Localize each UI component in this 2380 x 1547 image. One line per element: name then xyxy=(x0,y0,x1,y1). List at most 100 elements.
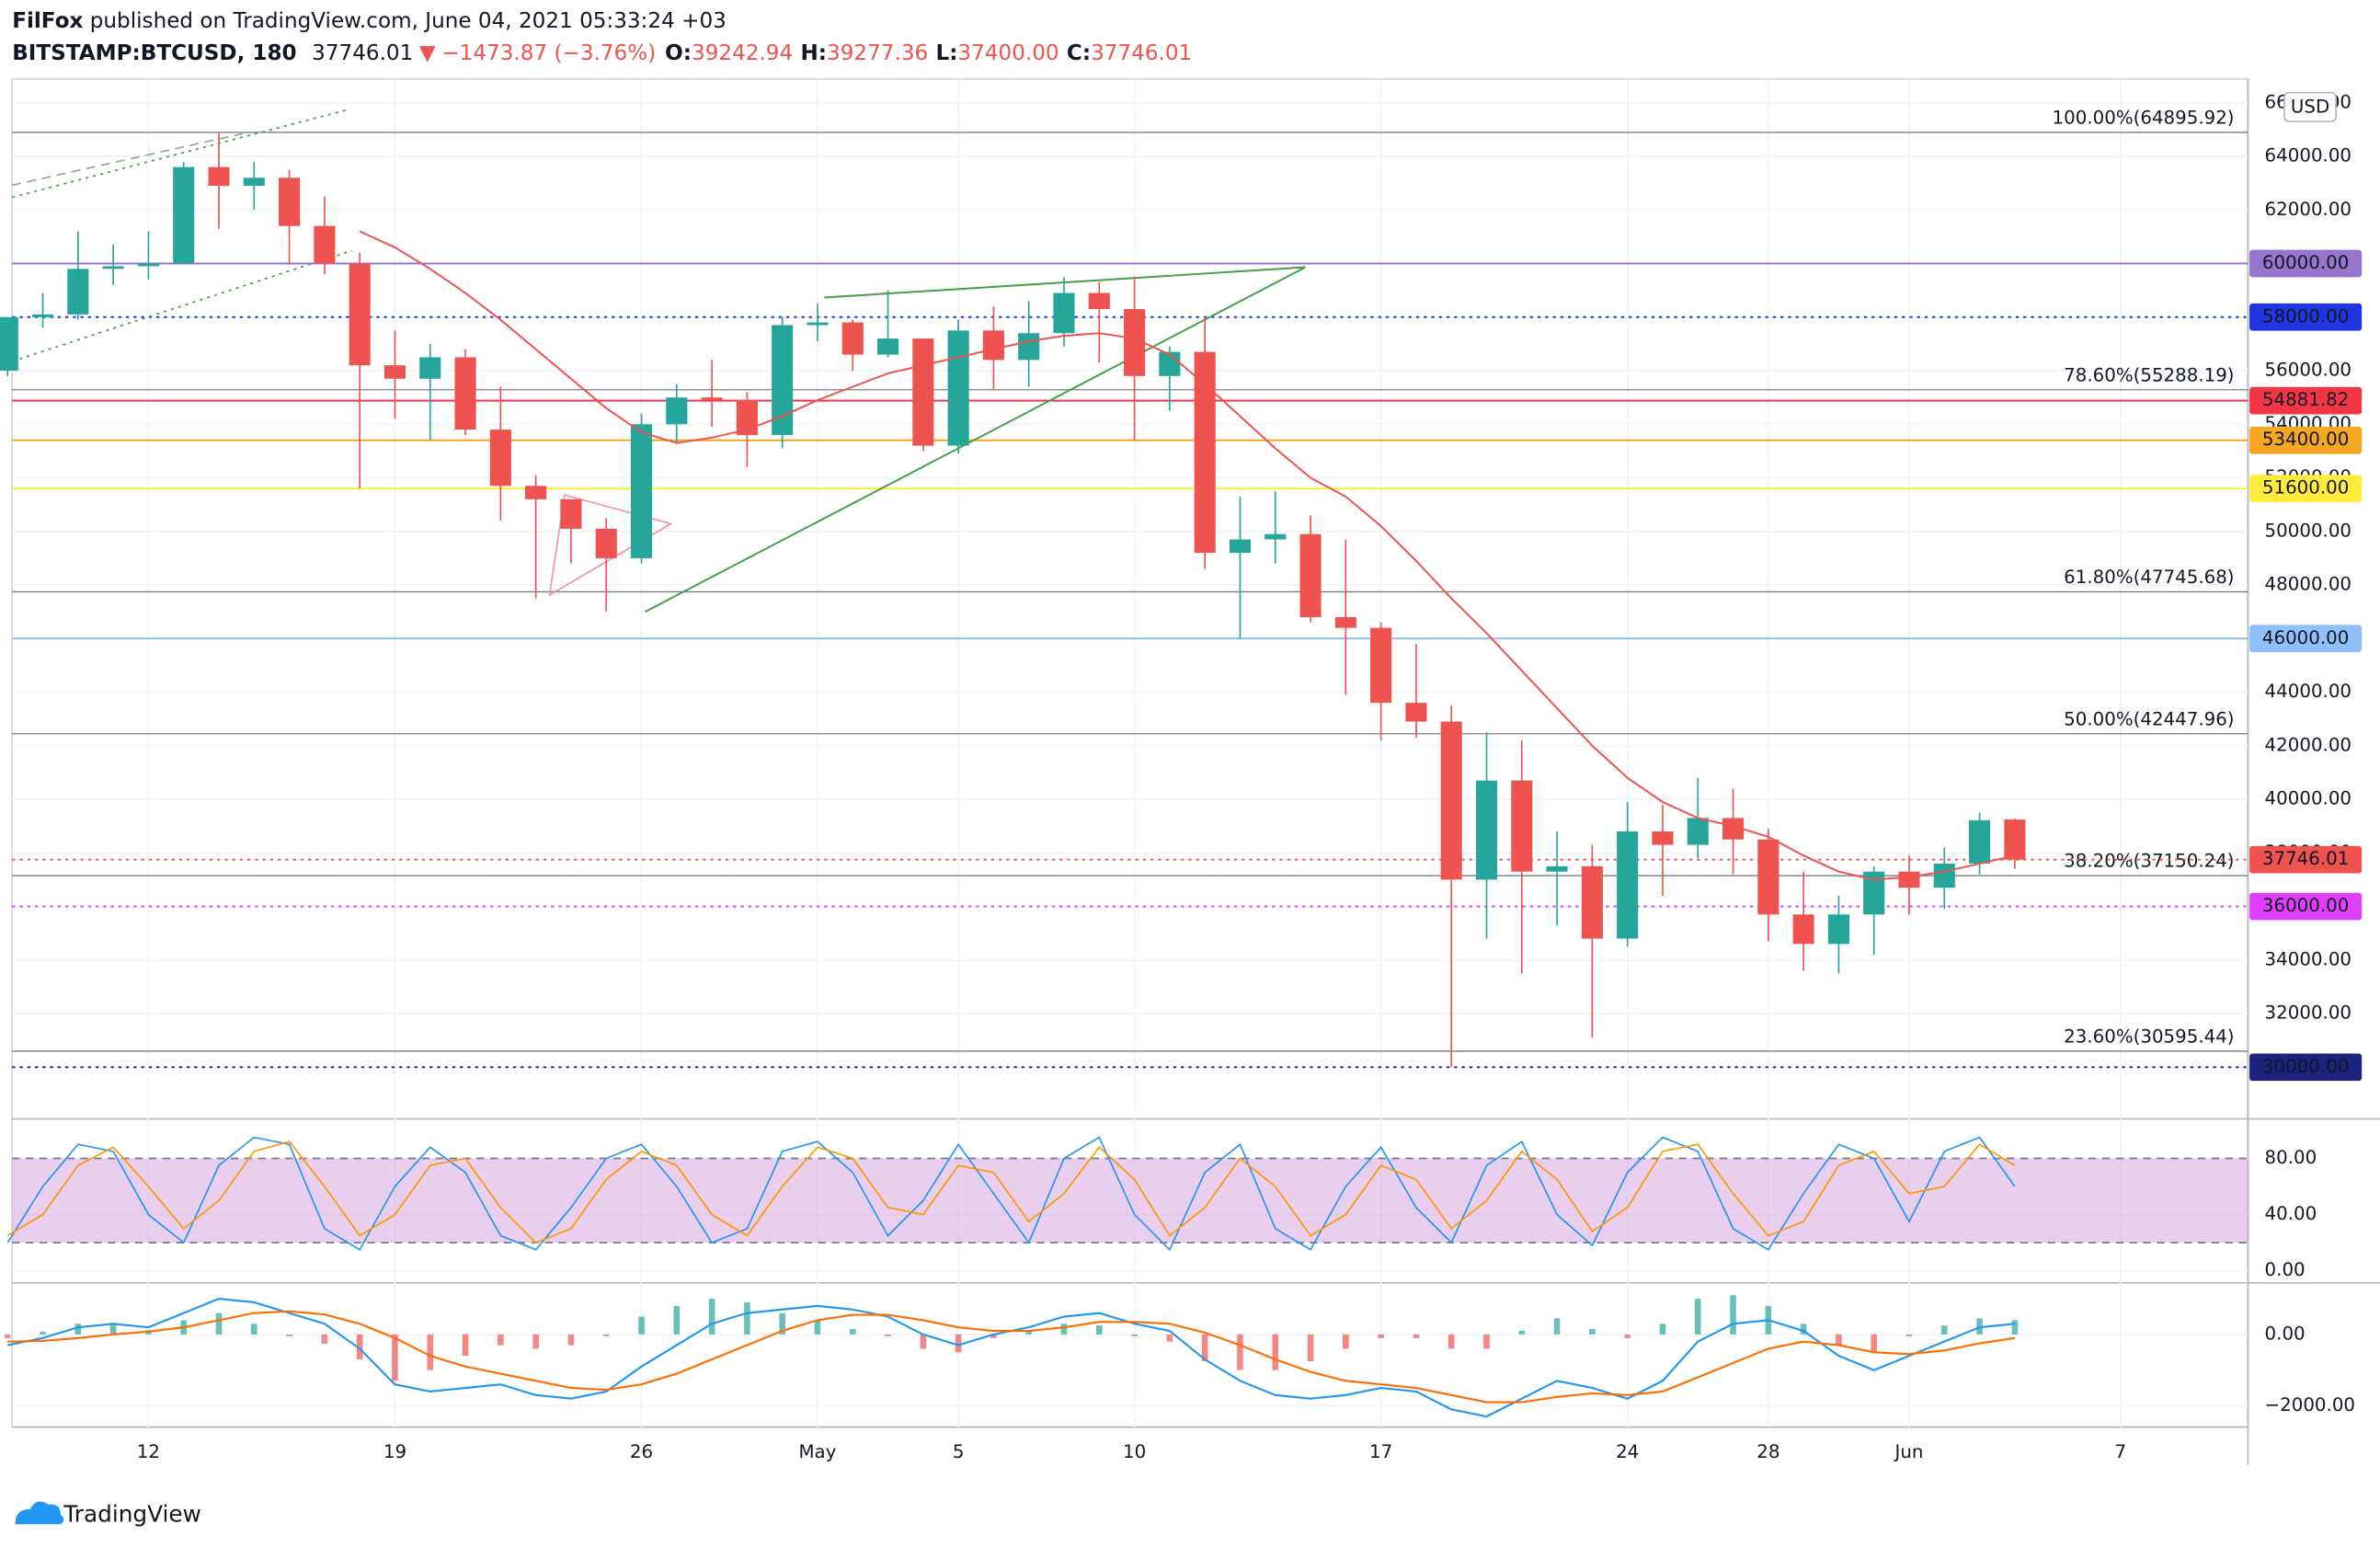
macd-histogram-bar xyxy=(1800,1324,1807,1335)
macd-histogram-bar xyxy=(1343,1334,1349,1349)
y-tick-label: 80.00 xyxy=(2265,1147,2317,1168)
ohlc-value: 39277.36 xyxy=(827,40,928,64)
candle-body xyxy=(841,322,864,355)
x-tick-label: 19 xyxy=(383,1441,406,1462)
panes xyxy=(11,78,2380,1465)
candle-body xyxy=(595,528,617,558)
ohlc-label: C: xyxy=(1067,40,1091,64)
x-tick-label: 7 xyxy=(2114,1441,2126,1462)
levels: 100.00%(64895.92) 78.60%(55288.19) 61.80%(… xyxy=(12,108,2248,1069)
candle-body xyxy=(173,166,195,264)
x-tick-label: 17 xyxy=(1369,1441,1392,1462)
macd-histogram-bar xyxy=(427,1334,434,1370)
candle-body xyxy=(807,322,829,326)
candle-body xyxy=(208,166,230,187)
candle-body xyxy=(243,178,265,187)
macd-histogram-bar xyxy=(392,1334,398,1381)
moving-average xyxy=(359,230,2016,881)
candle-body xyxy=(279,178,301,226)
candle-body xyxy=(489,430,511,487)
candle-body xyxy=(947,330,969,446)
x-tick-label: 28 xyxy=(1756,1441,1779,1462)
macd-histogram-bar xyxy=(40,1331,46,1335)
candle-body xyxy=(137,263,159,267)
candle-body xyxy=(2004,819,2026,860)
candle-body xyxy=(1827,914,1849,945)
macd-histogram-bar xyxy=(1060,1324,1068,1335)
macd-histogram-bar xyxy=(744,1301,750,1335)
price-tag xyxy=(2249,303,2363,331)
y-tick-label: 48000.00 xyxy=(2265,574,2351,595)
macd-histogram-bar xyxy=(1941,1325,1948,1335)
candle-body xyxy=(31,314,54,317)
marks xyxy=(0,132,2026,1418)
macd-histogram-bar xyxy=(708,1299,715,1335)
candle-body xyxy=(1792,914,1814,945)
published: published on TradingView.com, June 04, 2… xyxy=(83,9,726,33)
macd-histogram-bar xyxy=(1272,1334,1279,1370)
candle-body xyxy=(876,338,899,355)
ohlc-label: L: xyxy=(935,40,957,64)
fib-label: 38.20%(37150.24) xyxy=(2064,851,2234,872)
price-tag xyxy=(2249,386,2363,415)
candle-body xyxy=(1088,292,1110,310)
candle-body xyxy=(1370,627,1392,704)
macd-histogram-bar xyxy=(1659,1324,1666,1335)
macd-histogram-bar xyxy=(1553,1318,1561,1335)
price-tag xyxy=(2249,845,2363,874)
candle-body xyxy=(67,269,89,315)
currency: USD xyxy=(2291,97,2329,118)
macd-line xyxy=(7,1310,2016,1404)
macd-histogram-bar xyxy=(356,1334,363,1360)
macd-histogram-bar xyxy=(1905,1334,1913,1336)
candle-body xyxy=(1405,703,1427,722)
macd-histogram-bar xyxy=(74,1324,82,1335)
ohlc-value: 37400.00 xyxy=(957,40,1058,64)
y-tick-label: 42000.00 xyxy=(2265,734,2351,755)
fib-label: 78.60%(55288.19) xyxy=(2064,364,2234,385)
y-tick-label: 0.00 xyxy=(2265,1323,2306,1344)
brand-logo: TradingView xyxy=(15,1500,201,1527)
candle-body xyxy=(1581,865,1603,939)
macd-histogram-bar xyxy=(4,1334,11,1338)
macd-histogram-bar xyxy=(1694,1299,1701,1335)
trend-line-dashed xyxy=(12,132,244,187)
macd-histogram-bar xyxy=(955,1334,962,1353)
x-tick-label: 12 xyxy=(137,1441,160,1462)
macd-histogram-bar xyxy=(1836,1334,1842,1346)
candle-body xyxy=(772,325,794,435)
macd-histogram-bar xyxy=(1378,1334,1384,1338)
x-tick-label: 5 xyxy=(953,1441,965,1462)
macd-histogram-bar xyxy=(602,1334,610,1336)
macd-histogram-bar xyxy=(920,1334,927,1349)
macd-histogram-bar xyxy=(1201,1334,1208,1361)
macd-histogram-bar xyxy=(1166,1334,1173,1342)
author: FilFox xyxy=(12,9,83,33)
candle-body xyxy=(1652,831,1674,845)
price-tag xyxy=(2249,426,2363,454)
ohlc-label: O: xyxy=(665,40,692,64)
channel-line xyxy=(11,109,349,199)
macd-histogram-bar xyxy=(462,1334,469,1357)
currency-badge[interactable] xyxy=(2283,91,2337,122)
macd-histogram-bar xyxy=(1730,1295,1736,1335)
last-price: 37746.01 xyxy=(312,40,413,64)
candle-body xyxy=(1475,780,1498,880)
candle-body xyxy=(701,397,723,401)
macd-histogram-bar xyxy=(109,1324,117,1335)
macd-histogram-bar xyxy=(250,1324,257,1335)
x-tick-label: 26 xyxy=(630,1441,653,1462)
macd-histogram-bar xyxy=(1624,1334,1631,1338)
macd-histogram-bar xyxy=(567,1334,575,1346)
candle-body xyxy=(1933,863,1955,888)
macd-histogram-bar xyxy=(1095,1325,1103,1335)
macd-histogram-bar xyxy=(885,1334,891,1336)
x-tick-label: 24 xyxy=(1616,1441,1639,1462)
candle-body xyxy=(1511,780,1533,872)
y-tick-label: 44000.00 xyxy=(2265,681,2351,702)
macd-histogram-bar xyxy=(286,1334,292,1336)
price-tag-label: 30000.00 xyxy=(2262,1056,2349,1077)
candle-body xyxy=(1194,351,1216,554)
candle-body xyxy=(454,357,476,430)
price-tag-label: 58000.00 xyxy=(2262,305,2349,327)
